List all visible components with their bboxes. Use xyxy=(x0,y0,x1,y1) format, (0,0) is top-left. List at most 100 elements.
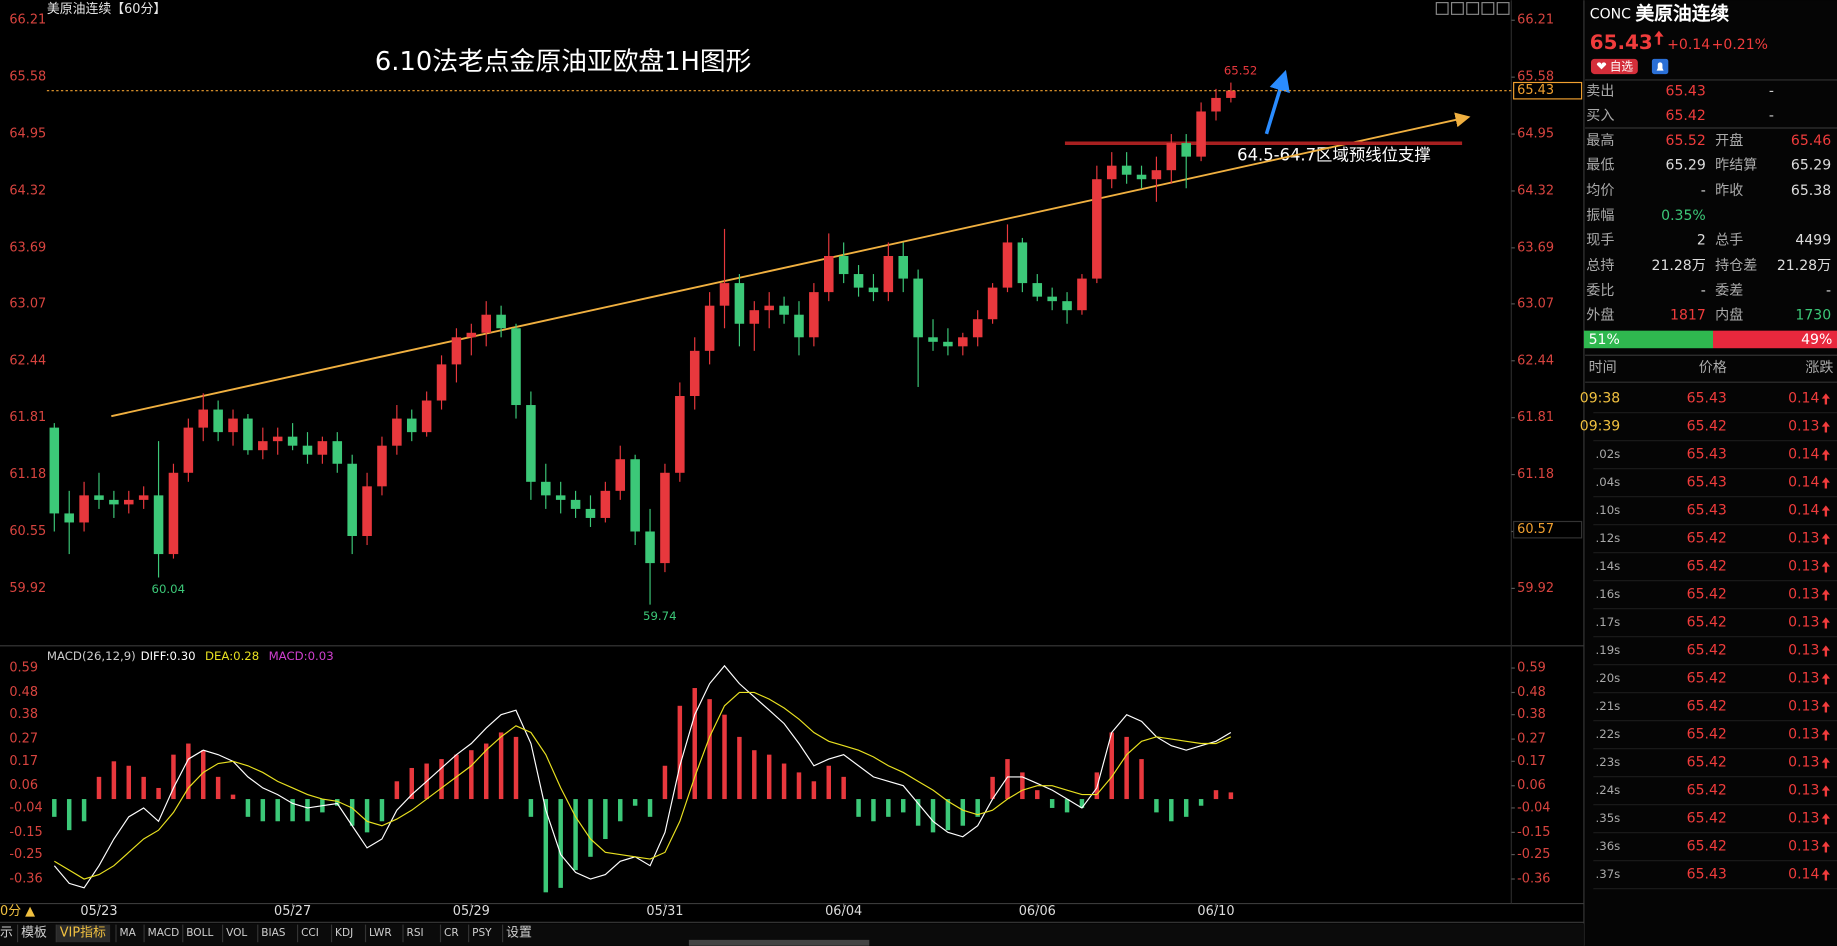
candle-body xyxy=(1106,165,1117,180)
candle-body xyxy=(347,463,357,537)
y-tick-label: 64.95 xyxy=(1517,127,1554,142)
macd-bar xyxy=(439,759,444,800)
candle-body xyxy=(749,310,760,324)
up-arrow xyxy=(1821,561,1830,573)
field-label: 持仓差 xyxy=(1715,258,1757,274)
y-tick-label: 65.58 xyxy=(9,70,46,85)
tab[interactable]: 示 xyxy=(0,925,13,940)
macd-bar xyxy=(156,787,161,800)
macd-bar xyxy=(573,799,578,871)
tab[interactable]: VIP指标 xyxy=(60,925,106,940)
field-value: - xyxy=(1769,108,1774,124)
y-tick-label: -0.25 xyxy=(1517,847,1550,862)
tool-icon[interactable] xyxy=(1450,2,1464,15)
macd-bar xyxy=(498,732,504,800)
up-arrow xyxy=(1821,589,1830,601)
tab[interactable]: VOL xyxy=(226,927,247,939)
macd-bar xyxy=(990,776,995,800)
candle-body xyxy=(764,305,774,311)
tick-price: 65.42 xyxy=(1687,699,1727,715)
watch-button[interactable] xyxy=(1590,58,1638,75)
up-arrow xyxy=(1821,785,1830,797)
candle-body xyxy=(585,508,596,518)
macd-bar xyxy=(66,799,72,831)
y-tick-label: 0.06 xyxy=(9,778,38,793)
tool-icon[interactable] xyxy=(1496,2,1510,15)
field-label: 买入 xyxy=(1586,108,1614,124)
up-arrow xyxy=(1821,673,1830,685)
scrollbar[interactable] xyxy=(688,939,870,946)
macd-bar xyxy=(826,765,832,800)
tab[interactable]: PSY xyxy=(472,927,492,939)
period-button[interactable]: 0分 ▲ xyxy=(0,904,35,919)
tick-time: .04s xyxy=(1596,475,1621,489)
tab[interactable]: MACD xyxy=(148,927,180,939)
tab[interactable]: RSI xyxy=(407,927,424,939)
x-tick-label: 05/23 xyxy=(80,904,117,919)
candle-body xyxy=(1196,111,1206,157)
candle-body xyxy=(868,287,879,293)
tick-time: .16s xyxy=(1596,587,1621,601)
y-tick-label: 0.38 xyxy=(1517,707,1546,722)
y-tick-label: 0.48 xyxy=(1517,685,1546,700)
tick-time: .19s xyxy=(1596,643,1621,657)
y-tick-label: 0.27 xyxy=(9,732,38,747)
candle-body xyxy=(883,255,894,293)
macd-bar xyxy=(186,743,191,800)
tool-icon[interactable] xyxy=(1481,2,1495,15)
field-label: 昨结算 xyxy=(1715,157,1757,173)
macd-bar xyxy=(335,799,340,806)
candle-body xyxy=(645,531,655,564)
candle-body xyxy=(1181,143,1191,157)
tick-price: 65.42 xyxy=(1687,811,1727,827)
candle-body xyxy=(213,409,223,433)
tab[interactable]: MA xyxy=(119,927,136,939)
macd-bar xyxy=(1198,799,1204,806)
chart-tools[interactable] xyxy=(1435,2,1510,15)
macd-bar xyxy=(171,754,176,800)
y-tick-label: 62.44 xyxy=(1517,353,1554,368)
tab[interactable]: BOLL xyxy=(186,927,213,939)
tab[interactable]: CCI xyxy=(301,927,319,939)
tab[interactable]: LWR xyxy=(369,927,392,939)
tab[interactable]: CR xyxy=(444,927,459,939)
field-value: 4499 xyxy=(1795,232,1831,248)
candle-body xyxy=(600,490,611,518)
macd-bar xyxy=(796,772,802,800)
toolbar-bg xyxy=(0,923,1584,946)
tick-change: 0.13 xyxy=(1788,671,1819,687)
up-arrow xyxy=(1821,645,1830,657)
candle-body xyxy=(272,436,283,442)
field-label: 外盘 xyxy=(1586,306,1614,323)
y-tick-label: 0.06 xyxy=(1517,778,1546,793)
candle-body xyxy=(719,283,730,306)
tick-time: .20s xyxy=(1596,671,1621,685)
tick-price: 65.43 xyxy=(1687,503,1727,519)
tick-time: .21s xyxy=(1596,699,1621,713)
tool-icon[interactable] xyxy=(1435,2,1449,15)
candle-body xyxy=(630,459,640,532)
field-value: 65.46 xyxy=(1791,133,1831,149)
field-value: 0.35% xyxy=(1661,208,1706,224)
y-tick-label: 0.17 xyxy=(1517,754,1546,769)
macd-bar xyxy=(290,799,295,822)
macd-bar xyxy=(707,699,712,800)
toolbar: 0分 ▲ 示模板 VIP指标 MA MACD BOLL VOL BIAS CCI KDJ LWR R… xyxy=(0,904,1584,946)
tab[interactable]: 设置 xyxy=(506,925,532,940)
candle-body xyxy=(1166,143,1177,171)
tick-change: 0.14 xyxy=(1788,503,1819,519)
column-header: 时间 xyxy=(1589,360,1617,376)
y-tick-label: -0.15 xyxy=(9,825,42,840)
macd-bar xyxy=(603,799,608,840)
tab[interactable]: 模板 xyxy=(21,925,47,940)
tab[interactable]: KDJ xyxy=(335,927,353,939)
tool-icon[interactable] xyxy=(1466,2,1480,15)
field-label: 委差 xyxy=(1715,283,1743,299)
tick-change: 0.13 xyxy=(1788,755,1819,771)
watch-label[interactable]: 自选 xyxy=(1610,60,1634,74)
y-tick-label: 0.59 xyxy=(1517,661,1546,676)
field-value: - xyxy=(1769,84,1774,100)
candle-body xyxy=(49,427,60,514)
tab[interactable]: BIAS xyxy=(261,927,286,939)
